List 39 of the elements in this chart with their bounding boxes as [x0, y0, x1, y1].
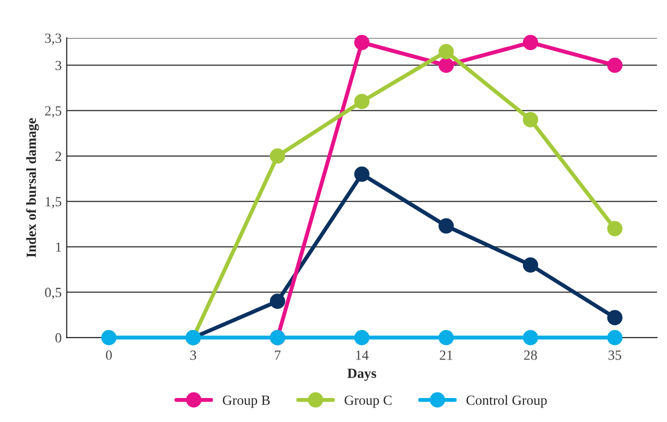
- y-tick-label: 1,5: [46, 197, 62, 208]
- x-tick-label: 7: [274, 350, 281, 360]
- x-tick-label: 35: [608, 350, 622, 360]
- y-tick-label: 0,5: [45, 288, 62, 300]
- legend-label: Group B: [222, 396, 270, 408]
- point: [438, 218, 454, 234]
- point: [522, 257, 538, 273]
- point: [607, 330, 622, 346]
- point: [354, 166, 370, 182]
- point: [607, 58, 622, 73]
- y-tick-label: 0: [55, 333, 62, 343]
- point: [522, 330, 538, 346]
- point: [270, 148, 286, 164]
- point: [607, 310, 622, 326]
- y-axis-title: Index of bursal damage: [26, 118, 39, 258]
- x-tick-label: 3: [190, 350, 196, 360]
- point: [438, 58, 454, 73]
- point: [270, 294, 286, 309]
- y-tick-label: 2: [56, 152, 62, 161]
- point: [354, 94, 370, 110]
- point: [522, 112, 538, 128]
- x-tick-label: 14: [356, 350, 369, 360]
- legend-label: Control Group: [466, 395, 547, 408]
- point: [101, 330, 117, 346]
- point: [522, 34, 538, 50]
- point: [354, 330, 370, 346]
- y-tick-label: 1: [56, 242, 62, 252]
- point: [438, 44, 454, 60]
- y-tick-label: 2,5: [45, 106, 62, 118]
- x-tick-label: 21: [440, 350, 452, 360]
- point: [438, 330, 454, 346]
- x-tick-label: 0: [106, 350, 112, 360]
- y-tick-label: 3,3: [45, 34, 62, 45]
- y-tick-label: 3: [56, 60, 62, 70]
- x-axis-title: Days: [347, 368, 376, 381]
- point: [607, 221, 622, 236]
- legend-label: Group C: [344, 396, 392, 408]
- x-tick-label: 28: [524, 350, 537, 360]
- point: [354, 34, 370, 50]
